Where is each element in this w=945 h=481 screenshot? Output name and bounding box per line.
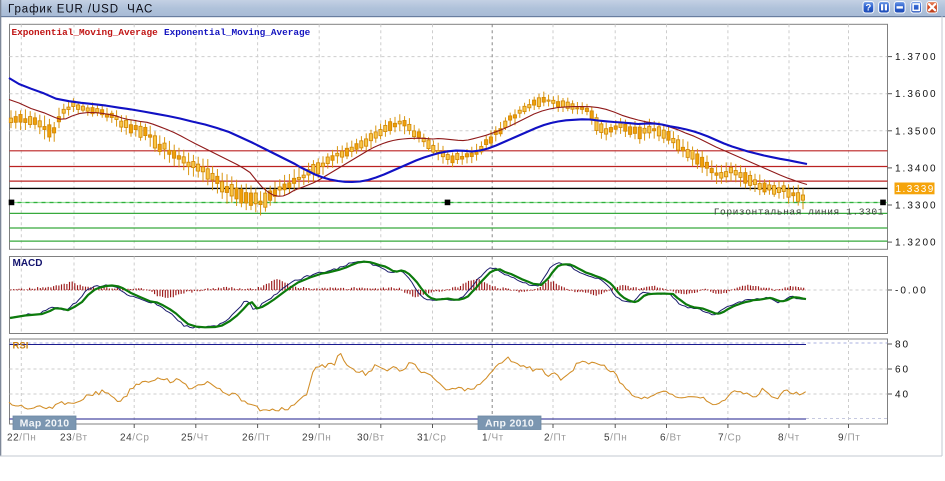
svg-text:1.3700: 1.3700 (895, 52, 938, 63)
svg-text:25/Чт: 25/Чт (181, 433, 209, 444)
svg-text:1/Чт: 1/Чт (482, 433, 504, 444)
svg-text:1.3400: 1.3400 (895, 163, 938, 174)
svg-text:30/Вт: 30/Вт (357, 433, 385, 444)
svg-text:9/Пт: 9/Пт (838, 433, 860, 444)
svg-text:?: ? (865, 3, 871, 14)
svg-text:23/Вт: 23/Вт (60, 433, 88, 444)
svg-text:1.3500: 1.3500 (895, 126, 938, 137)
svg-text:1.3600: 1.3600 (895, 89, 938, 100)
svg-text:-0.00: -0.00 (895, 286, 928, 297)
svg-text:6/Вт: 6/Вт (660, 433, 681, 444)
svg-text:Горизонтальная линия 1.3301: Горизонтальная линия 1.3301 (714, 207, 884, 218)
svg-text:8/Чт: 8/Чт (778, 433, 800, 444)
svg-text:1.3300: 1.3300 (895, 201, 938, 212)
svg-text:RSI: RSI (13, 341, 29, 352)
svg-text:2/Пт: 2/Пт (544, 433, 566, 444)
svg-text:1.3339: 1.3339 (896, 184, 935, 195)
svg-text:60: 60 (895, 365, 910, 376)
svg-text:29/Пн: 29/Пн (302, 433, 331, 444)
svg-text:Exponential_Moving_Average: Exponential_Moving_Average (164, 27, 311, 38)
svg-text:5/Пн: 5/Пн (604, 433, 627, 444)
svg-text:Exponential_Moving_Average: Exponential_Moving_Average (12, 27, 159, 38)
svg-text:22/Пн: 22/Пн (7, 433, 36, 444)
svg-text:7/Ср: 7/Ср (718, 433, 741, 444)
svg-text:MACD: MACD (13, 258, 43, 269)
svg-text:Апр 2010: Апр 2010 (485, 418, 534, 430)
svg-text:Мар 2010: Мар 2010 (20, 418, 70, 430)
svg-text:24/Ср: 24/Ср (120, 433, 149, 444)
svg-text:26/Пт: 26/Пт (242, 433, 270, 444)
svg-text:31/Ср: 31/Ср (417, 433, 446, 444)
svg-text:1.3200: 1.3200 (895, 238, 938, 249)
svg-text:40: 40 (895, 390, 910, 401)
svg-text:График EUR /USD ЧАС: График EUR /USD ЧАС (8, 4, 153, 16)
svg-text:80: 80 (895, 340, 910, 351)
